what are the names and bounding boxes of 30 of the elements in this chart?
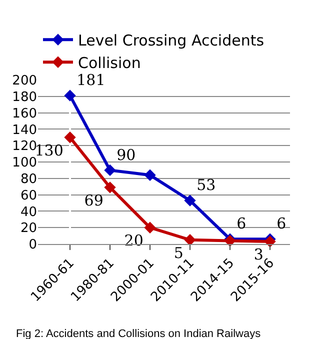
point (64, 132, 76, 144)
y-tick-label: 0 (28, 238, 37, 253)
y-tick-label: 100 (12, 156, 37, 171)
y-tick-label: 120 (12, 139, 37, 154)
caption: Fig 2: Accidents and Collisions on Indian Railways (16, 328, 262, 339)
data-label: 90 (116, 146, 136, 164)
legend-label: Collision (78, 54, 141, 72)
point (64, 90, 76, 102)
y-tick-label: 140 (12, 122, 37, 138)
data-label: 6 (276, 214, 286, 233)
y-tick-label: 180 (12, 90, 37, 105)
legend-label: Level Crossing Accidents (78, 31, 264, 50)
data-label: 53 (196, 176, 216, 194)
point (144, 169, 156, 181)
point (184, 194, 196, 206)
y-tick-label: 60 (20, 188, 37, 204)
data-label: 6 (236, 214, 246, 233)
data-label: 181 (76, 71, 106, 90)
data-label: 3 (254, 245, 264, 264)
y-tick-label: 20 (20, 221, 37, 236)
y-tick-label: 40 (20, 204, 37, 220)
data-label: 69 (84, 191, 104, 210)
point (144, 222, 156, 234)
point (104, 164, 116, 176)
y-tick-label: 80 (20, 172, 37, 187)
point (104, 182, 116, 194)
point (184, 234, 196, 246)
y-tick-label: 200 (12, 74, 37, 89)
data-label: 5 (174, 244, 184, 262)
y-tick-label: 160 (12, 106, 37, 122)
